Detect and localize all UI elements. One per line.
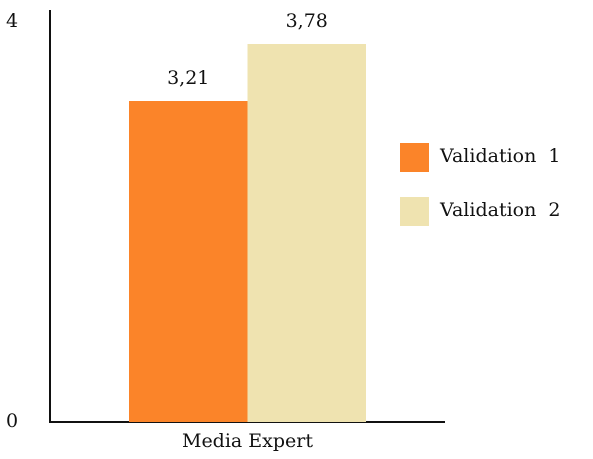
bar [247,44,366,422]
legend-label: Validation 1 [439,145,561,167]
legend-swatch [400,143,429,172]
value-label: 3,78 [286,10,328,32]
y-tick-label: 4 [6,10,18,32]
x-tick-label: Media Expert [182,430,313,452]
value-label: 3,21 [167,67,209,89]
legend-label: Validation 2 [439,199,561,221]
bar [129,101,248,422]
y-tick-label: 0 [6,410,18,432]
legend-swatch [400,197,429,226]
